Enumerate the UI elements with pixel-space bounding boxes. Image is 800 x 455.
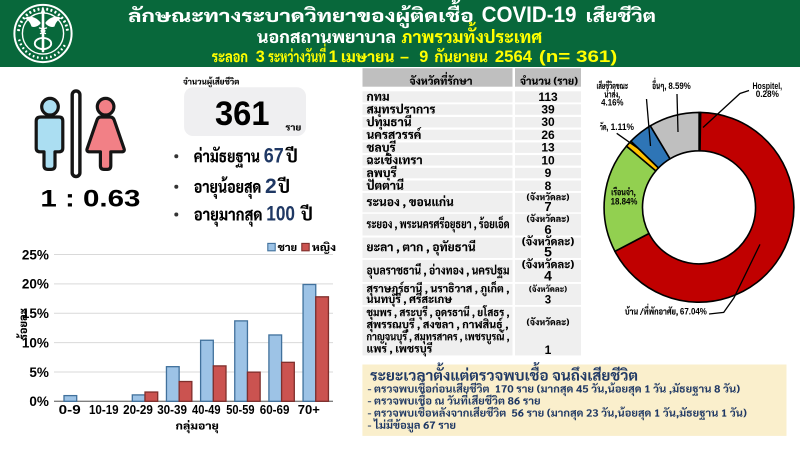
- svg-text:1.11%: 1.11%: [611, 122, 635, 132]
- svg-text:9: 9: [545, 166, 552, 180]
- svg-text:113: 113: [538, 90, 558, 104]
- svg-text:3: 3: [256, 48, 265, 66]
- svg-text:40-49: 40-49: [192, 402, 221, 417]
- svg-text:30: 30: [541, 115, 555, 129]
- svg-text:8.59%: 8.59%: [668, 81, 691, 91]
- svg-text:Hospitel,: Hospitel,: [752, 80, 782, 91]
- svg-text:67.04%: 67.04%: [680, 307, 708, 317]
- svg-text:0%: 0%: [29, 394, 49, 409]
- svg-text:361: 361: [215, 95, 270, 133]
- svg-text:6: 6: [544, 222, 551, 237]
- svg-text:10%: 10%: [22, 335, 49, 350]
- svg-text:26: 26: [541, 128, 555, 142]
- svg-text:20%: 20%: [22, 277, 49, 292]
- svg-text:20-29: 20-29: [123, 402, 153, 417]
- svg-text:10: 10: [541, 153, 555, 167]
- svg-text:3: 3: [545, 295, 551, 307]
- svg-text:67: 67: [264, 144, 284, 167]
- svg-text:1: 1: [545, 343, 552, 357]
- svg-text:5: 5: [544, 244, 552, 260]
- svg-text:50-59: 50-59: [226, 402, 254, 417]
- svg-text:13: 13: [541, 141, 555, 155]
- svg-text:–: –: [400, 48, 409, 66]
- svg-text:18.84%: 18.84%: [611, 196, 638, 206]
- svg-text:15%: 15%: [22, 306, 49, 321]
- svg-text:1 : 0.63: 1 : 0.63: [40, 187, 140, 213]
- svg-text:4.16%: 4.16%: [601, 98, 624, 108]
- svg-text:39: 39: [541, 103, 555, 117]
- svg-text:COVID-19: COVID-19: [482, 2, 577, 27]
- svg-text:8: 8: [545, 179, 552, 193]
- svg-text:60-69: 60-69: [260, 402, 290, 417]
- svg-text:0.28%: 0.28%: [756, 88, 780, 99]
- svg-text:7: 7: [544, 199, 551, 214]
- svg-text:10-19: 10-19: [89, 402, 119, 417]
- svg-text:2: 2: [265, 175, 277, 198]
- svg-text:4: 4: [544, 268, 552, 284]
- svg-text:2564: 2564: [495, 48, 532, 66]
- svg-text:9: 9: [419, 48, 428, 66]
- svg-text:30-39: 30-39: [157, 402, 187, 417]
- svg-text:100: 100: [266, 203, 295, 226]
- svg-text:1: 1: [329, 48, 338, 66]
- svg-text:25%: 25%: [22, 247, 49, 262]
- svg-text:(n= 361): (n= 361): [539, 48, 617, 66]
- svg-text:0-9: 0-9: [59, 402, 81, 417]
- svg-text:70+: 70+: [298, 402, 320, 417]
- svg-text:5%: 5%: [29, 365, 49, 380]
